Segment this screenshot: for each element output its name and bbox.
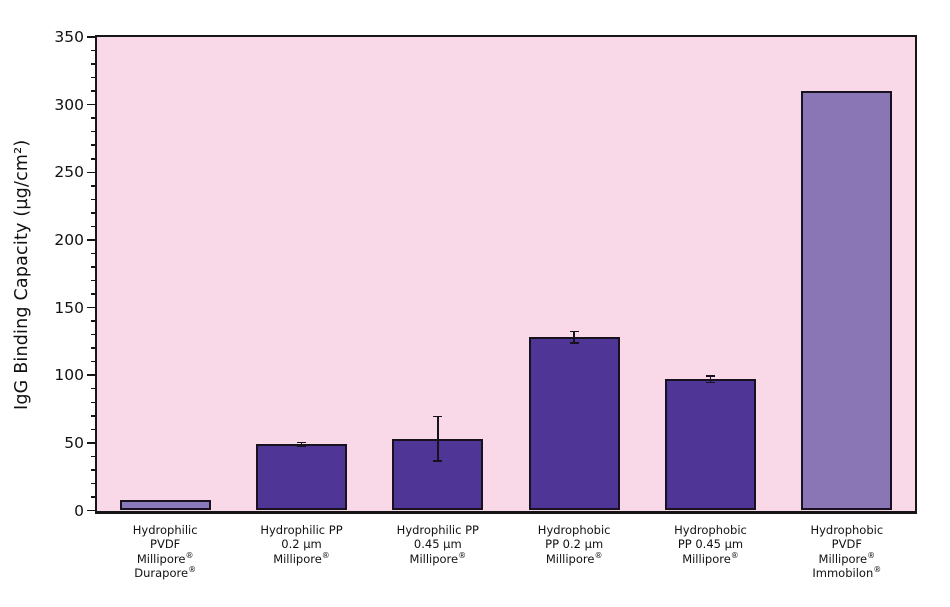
- x-category-label-line: Hydrophobic: [810, 523, 884, 537]
- y-tick-label: 0: [74, 501, 84, 520]
- y-tick-label: 50: [64, 433, 84, 452]
- y-axis-minor-tick: [91, 130, 95, 133]
- y-axis-minor-tick: [91, 293, 95, 295]
- y-axis-minor-tick: [91, 117, 95, 119]
- y-tick-label: 200: [54, 230, 84, 249]
- y-axis-minor-tick: [91, 320, 95, 322]
- x-category-label-line: Hydrophobic: [537, 523, 611, 537]
- y-axis-minor-tick: [91, 158, 95, 160]
- y-axis-minor-tick: [91, 266, 95, 268]
- error-bar-bottom-cap: [569, 342, 579, 345]
- error-bar: [437, 415, 439, 462]
- y-axis-major-tick: [87, 36, 95, 38]
- y-axis-major-tick: [87, 306, 95, 309]
- y-tick-label: 250: [54, 163, 84, 182]
- y-tick-label: 350: [54, 28, 84, 46]
- y-axis-minor-tick: [91, 387, 95, 390]
- x-category-label-line: Millipore®: [136, 550, 194, 566]
- x-category-label: Hydrophilic PP 0.2 µm Millipore®: [233, 523, 369, 566]
- y-axis-minor-tick: [91, 415, 95, 417]
- y-tick-label: 100: [54, 366, 84, 385]
- x-category-label-line: Hydrophobic: [674, 523, 747, 537]
- x-category-label-line: Millipore®: [273, 550, 330, 566]
- x-category-label: Hydrophobic PP 0.45 µm Millipore®: [642, 523, 778, 566]
- y-axis-minor-tick: [91, 455, 95, 458]
- error-bar-top-cap: [569, 330, 579, 333]
- y-axis-major-tick: [87, 374, 95, 376]
- error-bar-bottom-cap: [433, 460, 443, 462]
- y-axis-minor-tick: [91, 76, 95, 79]
- x-category-label-line: Millipore®: [682, 550, 739, 566]
- x-category-label-line: Hydrophilic: [132, 523, 198, 537]
- x-category-label-line: PP 0.2 µm: [545, 537, 604, 552]
- y-axis-minor-tick: [91, 225, 95, 228]
- y-axis-minor-tick: [91, 212, 95, 214]
- y-axis-minor-tick: [91, 401, 95, 404]
- x-category-label: Hydrophilic PVDF Millipore® Durapore®: [97, 523, 233, 580]
- y-axis-minor-tick: [91, 469, 95, 471]
- y-tick-label: 150: [54, 298, 84, 317]
- bar-2: [256, 444, 347, 511]
- x-category-label-line: Millipore®: [545, 550, 603, 566]
- x-category-label-line: 0.45 µm: [413, 537, 462, 552]
- error-bar: [573, 330, 575, 345]
- y-axis-minor-tick: [91, 252, 95, 255]
- error-bar: [709, 375, 712, 384]
- error-bar: [300, 441, 303, 447]
- x-category-label: Hydrophobic PP 0.2 µm Millipore®: [506, 523, 642, 566]
- y-axis-minor-tick: [91, 428, 95, 431]
- bar-5: [665, 379, 756, 511]
- x-category-label-line: PVDF: [150, 537, 181, 552]
- x-category-label-line: 0.2 µm: [281, 537, 322, 552]
- x-category-label-line: Durapore®: [134, 565, 197, 580]
- y-axis-minor-tick: [91, 63, 95, 65]
- error-bar-bottom-cap: [297, 445, 306, 447]
- error-bar-top-cap: [297, 441, 306, 444]
- bar-4: [528, 337, 620, 511]
- y-axis-minor-tick: [91, 279, 95, 282]
- y-axis-minor-tick: [91, 347, 95, 349]
- x-category-label-line: Millipore®: [818, 550, 876, 566]
- bar-1: [119, 499, 211, 511]
- x-category-label: Hydrophilic PP 0.45 µm Millipore®: [370, 523, 506, 566]
- y-axis-minor-tick: [91, 90, 95, 92]
- y-axis-minor-tick: [91, 144, 95, 146]
- x-category-label-line: Hydrophilic PP: [260, 523, 343, 537]
- x-category-label-line: PP 0.45 µm: [677, 537, 744, 552]
- plot-area: [95, 35, 917, 514]
- error-bar-top-cap: [433, 415, 443, 418]
- x-category-label-line: PVDF: [831, 537, 862, 552]
- y-axis-major-tick: [87, 103, 95, 106]
- bar-3: [392, 438, 484, 511]
- y-axis-minor-tick: [91, 49, 95, 52]
- x-category-label-line: Immobilon®: [812, 565, 882, 580]
- error-bar-top-cap: [706, 375, 715, 377]
- y-axis-major-tick: [87, 239, 95, 241]
- y-axis-minor-tick: [91, 185, 95, 187]
- error-bar-bottom-cap: [706, 381, 715, 384]
- x-category-label-line: Hydrophilic PP: [396, 523, 479, 537]
- y-tick-label: 300: [54, 95, 84, 114]
- y-axis-minor-tick: [91, 333, 95, 336]
- y-axis-major-tick: [87, 509, 95, 512]
- y-axis-minor-tick: [91, 360, 95, 363]
- y-axis-major-tick: [87, 171, 95, 174]
- y-axis-minor-tick: [91, 496, 95, 498]
- x-category-label-line: Millipore®: [409, 550, 467, 566]
- y-axis-minor-tick: [91, 482, 95, 485]
- x-category-label: Hydrophobic PVDF Millipore® Immobilon®: [779, 523, 915, 580]
- y-axis-minor-tick: [91, 198, 95, 201]
- bar-6: [801, 91, 893, 511]
- y-axis-major-tick: [87, 442, 95, 444]
